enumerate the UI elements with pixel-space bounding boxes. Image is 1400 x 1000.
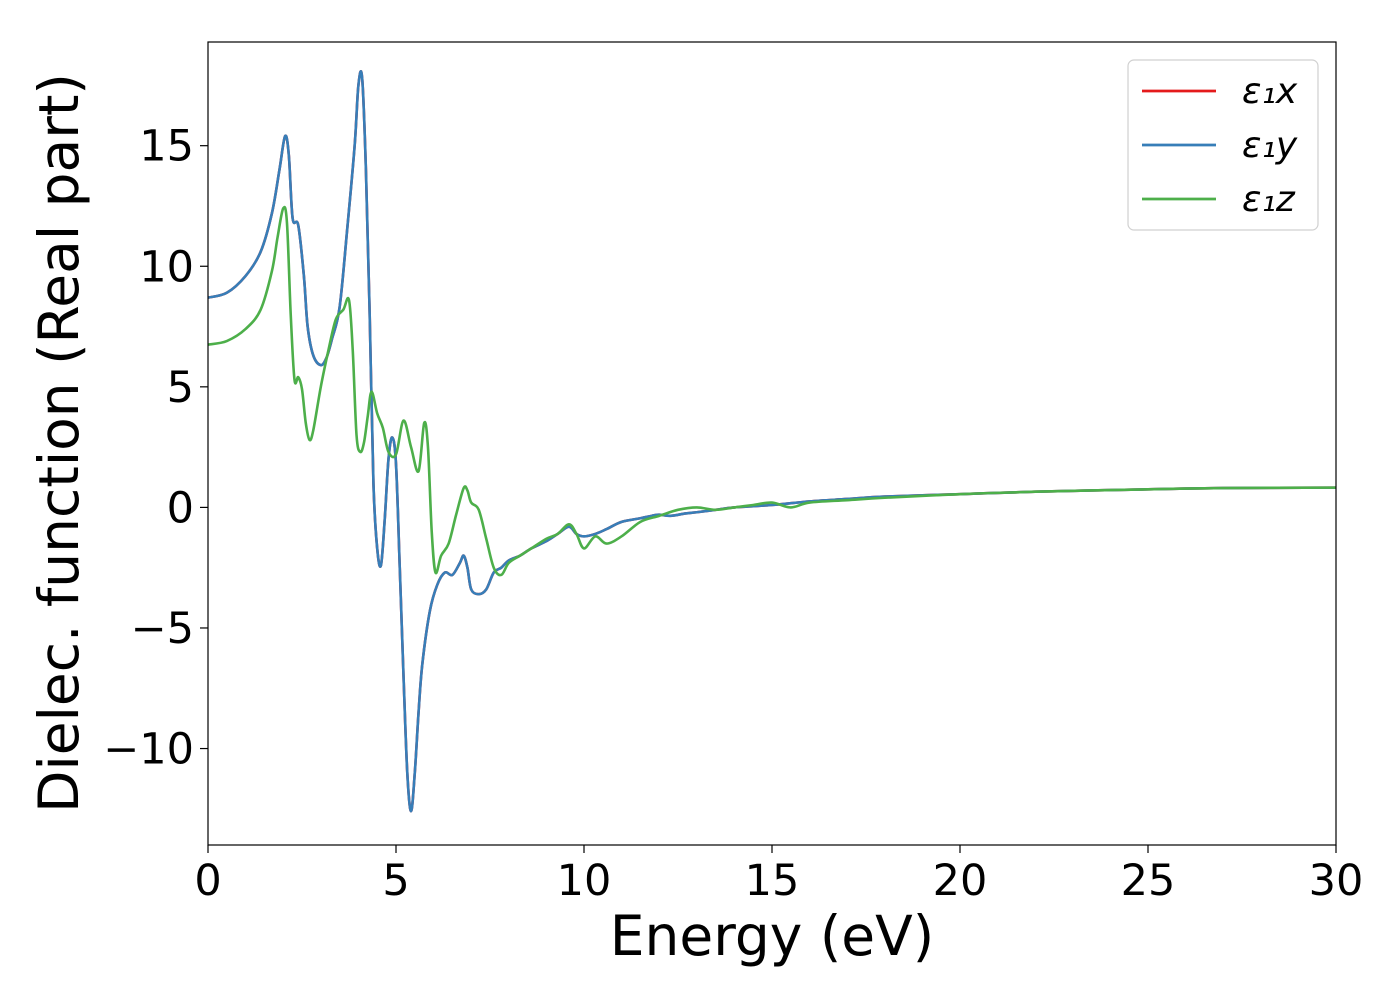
x-tick-label: 30: [1309, 856, 1364, 906]
plot-lines: [207, 70, 1337, 813]
y-axis-ticks: −10 −5 0 5 10 15: [103, 122, 208, 775]
legend-label: ε₁z: [1242, 179, 1296, 220]
y-tick-label: 10: [139, 242, 194, 292]
x-tick-label: 15: [745, 856, 800, 906]
x-tick-label: 5: [382, 856, 409, 906]
x-tick-label: 20: [933, 856, 988, 906]
series-line-2: [207, 205, 1337, 577]
legend-label: ε₁y: [1242, 125, 1298, 166]
y-tick-label: 0: [167, 483, 194, 533]
x-tick-label: 10: [557, 856, 612, 906]
legend: ε₁x ε₁y ε₁z: [1127, 59, 1319, 231]
legend-box: [1127, 59, 1319, 231]
y-tick-label: −10: [103, 725, 194, 775]
x-axis-label: Energy (eV): [610, 904, 934, 968]
legend-label: ε₁x: [1242, 71, 1298, 112]
y-tick-label: 15: [139, 122, 194, 172]
y-tick-label: −5: [131, 604, 194, 654]
y-axis-label: Dielec. function (Real part): [27, 73, 91, 813]
x-axis-ticks: 0 5 10 15 20 25 30: [194, 845, 1363, 906]
series-line-1: [207, 70, 1337, 813]
x-tick-label: 0: [194, 856, 221, 906]
x-tick-label: 25: [1121, 856, 1176, 906]
y-tick-label: 5: [167, 363, 194, 413]
